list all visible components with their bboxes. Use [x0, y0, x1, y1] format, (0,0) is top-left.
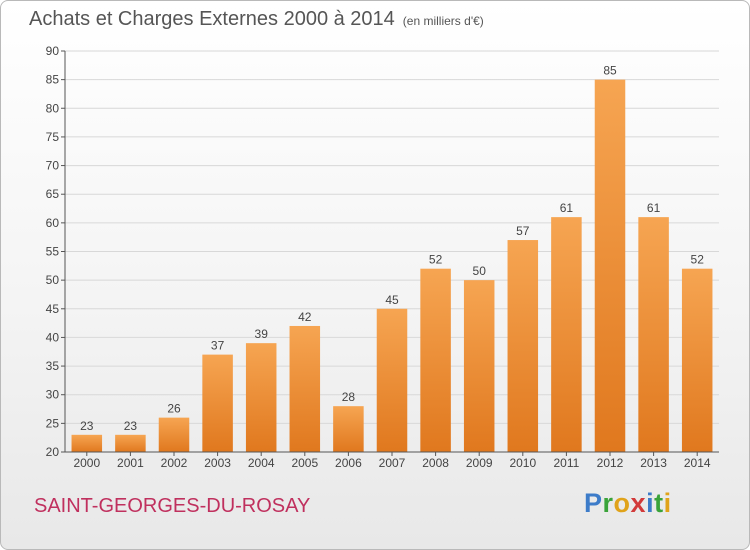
- bar-value-label: 50: [473, 264, 487, 278]
- logo-letter: o: [613, 488, 631, 518]
- bar: [681, 268, 713, 452]
- bar: [420, 268, 451, 452]
- x-tick-label: 2009: [466, 456, 493, 470]
- bar: [507, 240, 539, 452]
- logo-letter: i: [646, 488, 655, 518]
- axes: [61, 50, 719, 456]
- bar: [245, 343, 277, 452]
- bar-value-label: 23: [80, 419, 94, 433]
- x-tick-label: 2004: [248, 456, 275, 470]
- y-tick-label: 85: [46, 73, 60, 87]
- chart-title-text: Achats et Charges Externes 2000 à 2014: [29, 8, 395, 30]
- bar: [376, 308, 408, 452]
- bar-value-label: 52: [429, 253, 443, 267]
- bar-value-label: 28: [342, 390, 356, 404]
- x-tick-label: 2001: [117, 456, 144, 470]
- y-tick-label: 75: [46, 130, 60, 144]
- y-tick-label: 55: [46, 245, 60, 259]
- bar-value-label: 57: [516, 224, 530, 238]
- bar: [115, 434, 146, 452]
- y-tick-label: 35: [46, 359, 60, 373]
- bar: [638, 217, 669, 452]
- bar-value-label: 61: [560, 201, 574, 215]
- bar-value-label: 37: [211, 339, 225, 353]
- y-tick-label: 60: [46, 216, 60, 230]
- bar: [551, 217, 582, 452]
- y-tick-label: 80: [46, 101, 60, 115]
- y-tick-label: 20: [46, 445, 60, 459]
- x-tick-label: 2011: [553, 456, 579, 470]
- x-tick-label: 2010: [509, 456, 536, 470]
- x-tick-label: 2006: [335, 456, 362, 470]
- logo-letter: t: [654, 488, 664, 518]
- bar: [289, 325, 321, 452]
- logo-letter: r: [602, 488, 614, 518]
- bar-value-label: 42: [298, 310, 312, 324]
- x-tick-label: 2002: [161, 456, 188, 470]
- labels: 20 25 30 35 40 45 50 55 60 65 70 75 80 85 90 23 2000 23 20…: [46, 44, 711, 470]
- y-tick-label: 70: [46, 159, 60, 173]
- bar-value-label: 45: [385, 293, 399, 307]
- x-tick-label: 2012: [597, 456, 624, 470]
- bar: [333, 406, 364, 452]
- y-tick-label: 30: [46, 388, 60, 402]
- y-tick-label: 50: [46, 273, 60, 287]
- y-tick-label: 40: [46, 330, 60, 344]
- x-tick-label: 2014: [684, 456, 711, 470]
- logo-letter: x: [630, 488, 647, 518]
- chart-title: Achats et Charges Externes 2000 à 2014 (e…: [29, 8, 484, 31]
- x-tick-label: 2008: [422, 456, 449, 470]
- y-tick-label: 90: [46, 44, 60, 58]
- logo-letter: P: [584, 488, 603, 518]
- bar-value-label: 39: [255, 327, 269, 341]
- bar-value-label: 61: [647, 201, 661, 215]
- chart-unit: (en milliers d'€): [402, 14, 484, 28]
- bar-value-label: 52: [691, 253, 705, 267]
- x-tick-label: 2007: [379, 456, 406, 470]
- bar: [463, 280, 495, 452]
- y-tick-label: 45: [46, 302, 60, 316]
- bar: [71, 434, 103, 452]
- x-tick-label: 2005: [291, 456, 318, 470]
- bar: [594, 79, 626, 453]
- x-tick-label: 2000: [73, 456, 100, 470]
- location-name: SAINT-GEORGES-DU-ROSAY: [34, 495, 311, 517]
- x-tick-label: 2003: [204, 456, 231, 470]
- bar-value-label: 85: [603, 64, 617, 78]
- y-tick-label: 65: [46, 187, 60, 201]
- x-tick-label: 2013: [640, 456, 667, 470]
- bar-value-label: 23: [124, 419, 138, 433]
- bars: [71, 79, 713, 453]
- logo-letter: i: [663, 488, 672, 518]
- bar: [158, 417, 190, 452]
- proxiti-logo: Proxiti: [584, 488, 672, 519]
- bar-value-label: 26: [167, 402, 181, 416]
- bar: [202, 354, 233, 452]
- y-tick-label: 25: [46, 416, 60, 430]
